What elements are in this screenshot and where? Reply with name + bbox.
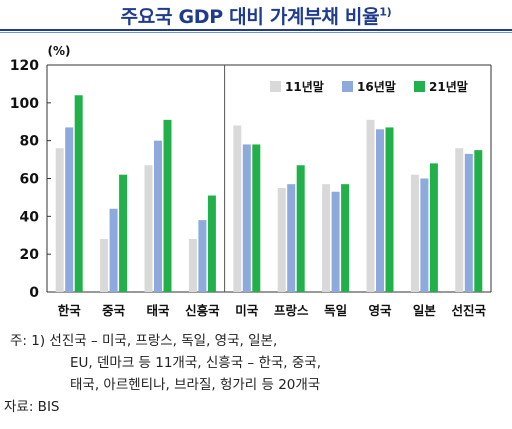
bar [410, 174, 419, 292]
bar [287, 184, 296, 292]
y-unit-label: (%) [48, 44, 71, 58]
bar [366, 119, 375, 292]
x-tick-label: 미국 [235, 303, 259, 318]
y-tick-label: 40 [20, 209, 40, 225]
title-underline [0, 29, 512, 31]
bar [144, 165, 153, 292]
legend-swatch [342, 81, 353, 92]
legend-swatch [270, 81, 281, 92]
x-tick-label: 영국 [368, 303, 392, 318]
bar [341, 184, 350, 292]
bar [420, 178, 429, 292]
bar [65, 127, 74, 292]
chart-title-text: 주요국 GDP 대비 가계부채 비율 [120, 6, 380, 28]
bar [429, 163, 438, 292]
bar [474, 150, 483, 292]
bar-chart: (%) 0 20 40 60 80 100 120 한국 중국 태국 신흥국 미국 프랑스 독일 영국 일본 선진… [10, 44, 492, 318]
x-tick-label: 중국 [102, 303, 126, 318]
bar [385, 127, 394, 292]
bar [322, 184, 331, 292]
bar [252, 144, 261, 292]
x-tick-label: 프랑스 [274, 303, 309, 318]
bar [109, 208, 118, 292]
bar [233, 125, 242, 293]
x-tick-label: 태국 [146, 303, 170, 318]
legend-label: 21년말 [429, 80, 468, 94]
bar [376, 129, 384, 292]
y-tick-label: 100 [10, 96, 39, 112]
y-tick-label: 80 [20, 134, 40, 150]
bar [154, 140, 162, 292]
y-tick-label: 60 [20, 172, 40, 188]
bar [207, 195, 216, 292]
bar [296, 165, 305, 292]
x-tick-label: 독일 [324, 303, 347, 318]
x-tick-label: 일본 [413, 303, 437, 318]
x-tick-label: 신흥국 [185, 303, 220, 318]
legend-label: 11년말 [285, 80, 324, 94]
x-tick-label: 선진국 [452, 303, 487, 318]
bar [242, 144, 251, 292]
footnote-line-3: 태국, 아르헨티나, 브라질, 헝가리 등 20개국 [70, 377, 321, 393]
title-footnote-mark: 1) [379, 5, 392, 19]
bar [74, 95, 83, 292]
bar [188, 239, 197, 292]
y-tick-label: 120 [10, 58, 39, 74]
footnote-line-1: 주: 1) 선진국 – 미국, 프랑스, 독일, 영국, 일본, [10, 333, 278, 349]
bar [55, 148, 64, 292]
bar [331, 191, 340, 292]
y-tick-label: 0 [29, 285, 39, 301]
bar [163, 119, 172, 292]
y-tick-label: 20 [20, 247, 40, 263]
title-underline-thin [0, 32, 512, 33]
bar [119, 174, 128, 292]
bar [198, 220, 207, 292]
x-tick-label: 한국 [58, 303, 82, 318]
bar [100, 239, 109, 292]
footnotes: 주: 1) 선진국 – 미국, 프랑스, 독일, 영국, 일본, EU, 덴마크… [0, 330, 512, 418]
bar [455, 148, 464, 292]
legend-label: 16년말 [357, 80, 396, 94]
bar [464, 153, 473, 292]
footnote-line-2: EU, 덴마크 등 11개국, 신흥국 – 한국, 중국, [70, 355, 322, 371]
source-note: 자료: BIS [4, 399, 60, 415]
bar [277, 187, 286, 292]
legend-swatch [414, 81, 425, 92]
chart-title: 주요국 GDP 대비 가계부채 비율1) [0, 2, 512, 29]
